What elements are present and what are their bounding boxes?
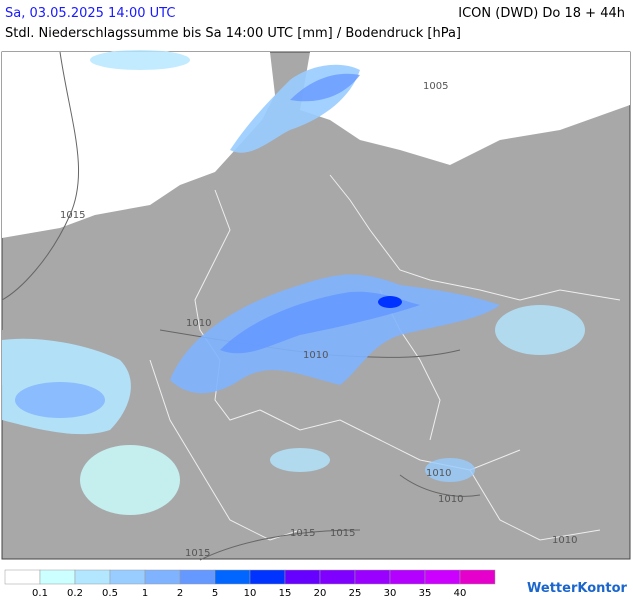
isobar-label: 1015 (290, 528, 315, 539)
isobar-labels: 1005 1015 1010 1010 1010 1010 1015 1015 1010 1015 (60, 81, 577, 559)
legend-swatch (74, 569, 111, 585)
legend-label: 0.2 (67, 588, 83, 599)
legend-label: 35 (419, 588, 432, 599)
legend-swatch (109, 569, 146, 585)
legend-label: 2 (177, 588, 183, 599)
precipitation (2, 50, 585, 515)
legend-swatch (179, 569, 216, 585)
legend-label: 25 (349, 588, 362, 599)
legend-swatch (284, 569, 321, 585)
legend-swatch (249, 569, 286, 585)
legend-swatch (459, 569, 496, 585)
baltic-sea (300, 52, 630, 165)
legend-label: 30 (384, 588, 397, 599)
legend: 0.1 0.2 0.5 1 2 5 10 15 20 25 30 35 40 (4, 569, 496, 599)
legend-swatch (214, 569, 251, 585)
isobar-label: 1005 (423, 81, 448, 92)
isobar-label: 1010 (438, 494, 463, 505)
forecast-time: Sa, 03.05.2025 14:00 UTC (5, 6, 176, 21)
legend-swatch (144, 569, 181, 585)
legend-swatch (39, 569, 76, 585)
isobar-label: 1015 (330, 528, 355, 539)
model-run: ICON (DWD) Do 18 + 44h (458, 6, 625, 21)
legend-label: 0.5 (102, 588, 118, 599)
legend-label: 10 (244, 588, 257, 599)
legend-label: 15 (279, 588, 292, 599)
legend-swatch (389, 569, 426, 585)
legend-swatch (319, 569, 356, 585)
legend-swatch (424, 569, 461, 585)
isobar-label: 1010 (426, 468, 451, 479)
legend-swatch (354, 569, 391, 585)
isobar-label: 1010 (303, 350, 328, 361)
legend-label: 5 (212, 588, 218, 599)
isobar-label: 1015 (185, 548, 210, 559)
legend-label: 20 (314, 588, 327, 599)
legend-label: 0.1 (32, 588, 48, 599)
isobar-label: 1015 (60, 210, 85, 221)
isobar-label: 1010 (186, 318, 211, 329)
legend-label: 40 (454, 588, 467, 599)
brand: WetterKontor (527, 581, 628, 596)
legend-label: 1 (142, 588, 148, 599)
legend-swatch (4, 569, 41, 585)
isobar-label: 1010 (552, 535, 577, 546)
subtitle: Stdl. Niederschlagssumme bis Sa 14:00 UT… (5, 26, 461, 41)
north-sea (2, 52, 275, 238)
